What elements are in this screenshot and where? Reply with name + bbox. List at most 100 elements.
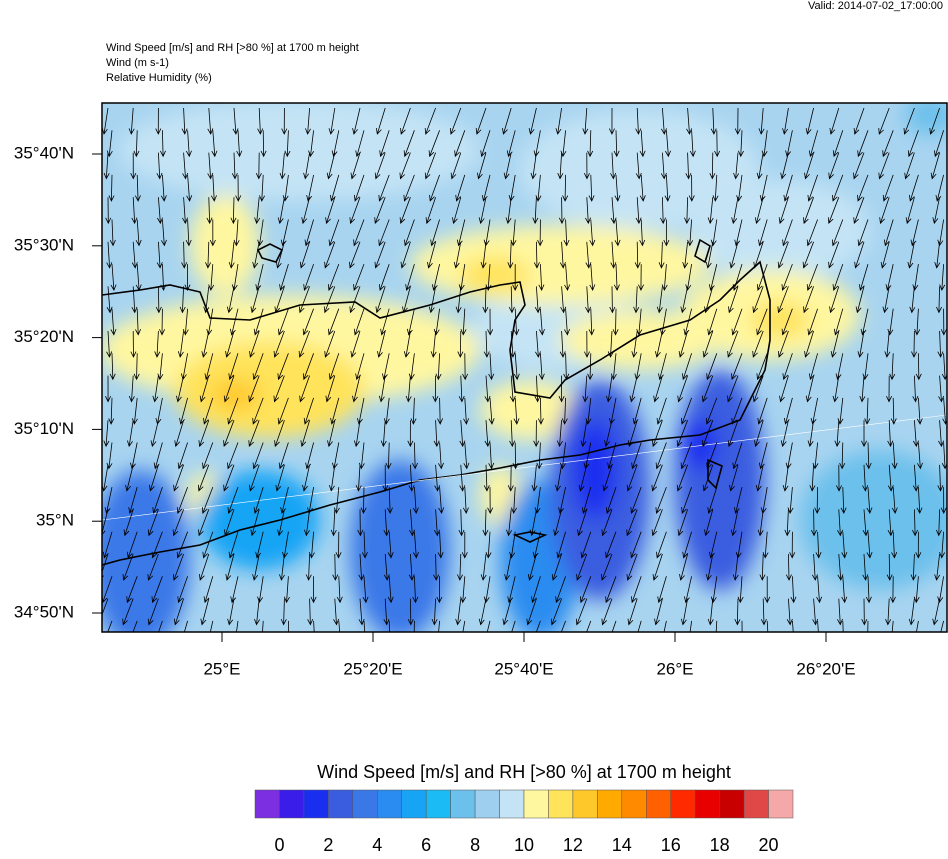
wind-arrow <box>741 620 743 632</box>
wind-arrow <box>610 353 617 381</box>
wind-arrow <box>828 152 840 180</box>
wind-arrow <box>438 442 444 470</box>
wind-arrow <box>326 152 336 180</box>
wind-arrow <box>228 531 239 559</box>
grid-meridian <box>102 414 947 521</box>
wind-arrow <box>274 286 285 314</box>
wind-arrow <box>281 107 288 135</box>
wind-arrow <box>275 464 285 492</box>
wind-arrow <box>833 308 844 336</box>
wind-arrow <box>652 420 663 448</box>
wind-arrow <box>279 152 286 180</box>
wind-arrow <box>380 308 390 336</box>
wind-arrows <box>102 107 947 632</box>
wind-arrow <box>202 442 214 470</box>
wind-arrow <box>160 174 167 202</box>
wind-arrow <box>325 375 336 403</box>
colorbar-swatch <box>694 789 720 819</box>
wind-arrow <box>378 375 386 403</box>
wind-arrow <box>608 107 615 135</box>
wind-arrow <box>832 174 844 202</box>
wind-arrow <box>702 330 714 358</box>
wind-arrow <box>579 576 592 604</box>
wind-arrow <box>905 197 915 225</box>
wind-arrow <box>108 397 115 425</box>
wind-arrow <box>710 576 718 604</box>
wind-arrow <box>413 620 415 632</box>
wind-arrow <box>913 576 920 604</box>
wind-arrow <box>781 263 793 291</box>
wind-arrow <box>729 464 739 492</box>
wind-arrow <box>626 464 638 492</box>
wind-arrow <box>630 486 642 514</box>
wind-arrow <box>857 219 869 247</box>
header-line: Wind (m s-1) <box>106 57 169 69</box>
wind-arrow <box>400 107 411 135</box>
wind-arrow <box>209 620 214 632</box>
wind-arrow <box>904 152 915 180</box>
wind-arrow <box>203 397 214 425</box>
wind-arrow <box>377 330 386 358</box>
wind-arrow <box>736 174 743 202</box>
wind-arrow <box>463 397 470 425</box>
wind-arrow <box>353 420 361 448</box>
wind-arrow <box>102 598 109 622</box>
wind-arrow <box>205 241 212 269</box>
wind-arrow <box>536 442 543 470</box>
wind-arrow <box>811 553 818 581</box>
wind-arrow <box>609 286 616 314</box>
wind-arrow <box>350 152 361 180</box>
wind-arrow <box>488 353 495 381</box>
wind-arrow <box>707 598 714 626</box>
wind-arrow <box>937 464 944 492</box>
wind-arrow <box>382 464 389 492</box>
wind-arrow <box>564 308 571 336</box>
wind-arrow <box>761 130 768 158</box>
wind-arrow <box>532 197 539 225</box>
wind-arrow <box>125 464 134 492</box>
wind-arrow <box>452 197 462 225</box>
wind-arrow <box>756 308 768 336</box>
wind-arrow <box>182 152 189 180</box>
wind-arrow <box>197 464 210 492</box>
wind-arrow <box>277 197 285 225</box>
wind-arrow <box>185 219 192 247</box>
wind-arrow <box>653 375 663 403</box>
wind-arrow <box>657 576 667 604</box>
wind-arrow <box>705 241 714 269</box>
wind-arrow <box>882 174 894 202</box>
colorbar-swatch <box>303 789 329 819</box>
wind-arrow <box>378 174 390 202</box>
wind-arrow <box>655 486 667 514</box>
wind-arrow <box>172 553 184 581</box>
wind-arrow <box>556 420 563 448</box>
wind-arrow <box>507 241 514 269</box>
wind-arrow <box>383 553 390 581</box>
wind-arrow <box>676 420 688 448</box>
wind-arrow <box>915 353 922 381</box>
wind-arrow <box>478 197 487 225</box>
wind-arrow <box>938 375 945 403</box>
wind-arrow <box>626 553 638 581</box>
wind-arrow <box>131 241 138 269</box>
wind-arrow <box>255 531 264 559</box>
wind-arrow <box>434 464 441 492</box>
wind-arrow <box>407 598 414 626</box>
wind-arrow <box>227 486 239 514</box>
wind-arrow <box>482 286 489 314</box>
wind-arrow <box>458 509 465 537</box>
wind-arrow <box>135 264 142 292</box>
wind-arrow <box>638 264 644 292</box>
wind-arrow <box>106 330 113 358</box>
wind-arrow <box>862 464 869 492</box>
wind-arrow <box>914 308 921 336</box>
wind-arrow <box>602 464 613 492</box>
wind-arrow <box>582 375 589 403</box>
wind-arrow <box>855 286 865 314</box>
wind-arrow <box>172 509 184 537</box>
wind-arrow <box>484 375 491 403</box>
wind-arrow <box>374 241 386 269</box>
wind-arrow <box>803 286 814 314</box>
colorbar-swatch <box>670 789 696 819</box>
wind-arrow <box>589 219 596 247</box>
